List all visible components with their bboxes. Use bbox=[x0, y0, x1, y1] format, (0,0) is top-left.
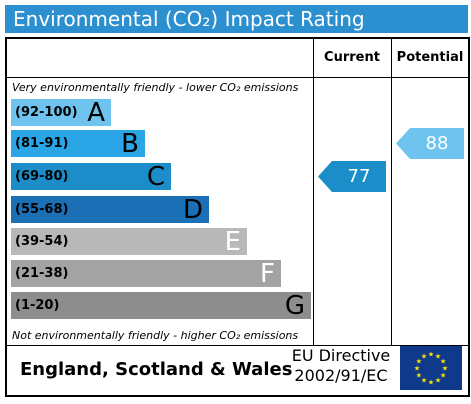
eu-star-icon: ★ bbox=[416, 372, 422, 380]
title-bar: Environmental (CO₂) Impact Rating bbox=[5, 5, 468, 33]
header-divider bbox=[7, 77, 468, 78]
band-range: (69-80) bbox=[15, 169, 69, 184]
band-letter: A bbox=[87, 98, 105, 128]
eu-star-icon: ★ bbox=[414, 365, 420, 373]
eu-flag-icon: ★★★★★★★★★ ★ ★★ bbox=[400, 346, 462, 390]
region-label: England, Scotland & Wales bbox=[20, 359, 293, 380]
eu-directive-line1: EU Directive bbox=[291, 346, 391, 365]
potential-column-divider bbox=[391, 39, 392, 345]
band-range: (1-20) bbox=[15, 298, 60, 313]
potential-arrow-polygon bbox=[396, 128, 464, 159]
band-letter: E bbox=[224, 227, 241, 257]
potential-arrow-shape bbox=[396, 128, 464, 159]
eu-star-icon: ★ bbox=[435, 377, 441, 385]
potential-rating-arrow: 88 bbox=[396, 128, 464, 159]
eu-star-icon: ★ bbox=[428, 379, 434, 387]
footer-divider bbox=[7, 345, 468, 346]
note-bottom: Not environmentally friendly - higher CO… bbox=[12, 329, 299, 342]
current-rating-value: 77 bbox=[347, 166, 371, 187]
band-letter: D bbox=[182, 195, 203, 225]
band-c: (69-80) C bbox=[11, 162, 171, 192]
current-arrow-polygon bbox=[318, 161, 386, 192]
band-g: (1-20) G bbox=[11, 291, 311, 321]
rating-chart: Current Potential Very environmentally f… bbox=[5, 37, 470, 397]
current-arrow-shape bbox=[318, 161, 386, 192]
band-range: (55-68) bbox=[15, 202, 69, 217]
band-range: (21-38) bbox=[15, 266, 69, 281]
eu-star-icon: ★ bbox=[435, 352, 441, 360]
band-letter: F bbox=[260, 259, 275, 289]
band-range: (39-54) bbox=[15, 234, 69, 249]
eu-star-icon: ★ bbox=[428, 351, 434, 359]
band-letter: B bbox=[121, 129, 139, 159]
band-letter: C bbox=[146, 162, 165, 192]
eu-star-icon: ★ bbox=[421, 377, 427, 385]
eu-directive: EU Directive 2002/91/EC bbox=[287, 346, 395, 386]
band-f: (21-38) F bbox=[11, 259, 281, 289]
band-d: (55-68) D bbox=[11, 195, 209, 225]
current-rating-arrow: 77 bbox=[318, 161, 386, 192]
potential-column-header: Potential bbox=[396, 50, 464, 65]
eu-star-icon: ★ bbox=[442, 365, 448, 373]
band-b: (81-91) B bbox=[11, 129, 145, 159]
current-column-divider bbox=[313, 39, 314, 345]
note-top: Very environmentally friendly - lower CO… bbox=[12, 81, 299, 94]
current-column-header: Current bbox=[324, 50, 380, 65]
chart-title: Environmental (CO₂) Impact Rating bbox=[13, 7, 365, 31]
eu-star-icon: ★ bbox=[440, 372, 446, 380]
band-a: (92-100) A bbox=[11, 98, 111, 128]
eu-star-icon: ★ bbox=[421, 352, 427, 360]
band-range: (81-91) bbox=[15, 136, 69, 151]
band-letter: G bbox=[284, 291, 305, 321]
eu-star-icon: ★ bbox=[416, 358, 422, 366]
eu-star-icon: ★ bbox=[440, 358, 446, 366]
band-range: (92-100) bbox=[15, 105, 78, 120]
potential-rating-value: 88 bbox=[425, 133, 449, 154]
eu-directive-line2: 2002/91/EC bbox=[294, 366, 388, 385]
band-e: (39-54) E bbox=[11, 227, 247, 257]
